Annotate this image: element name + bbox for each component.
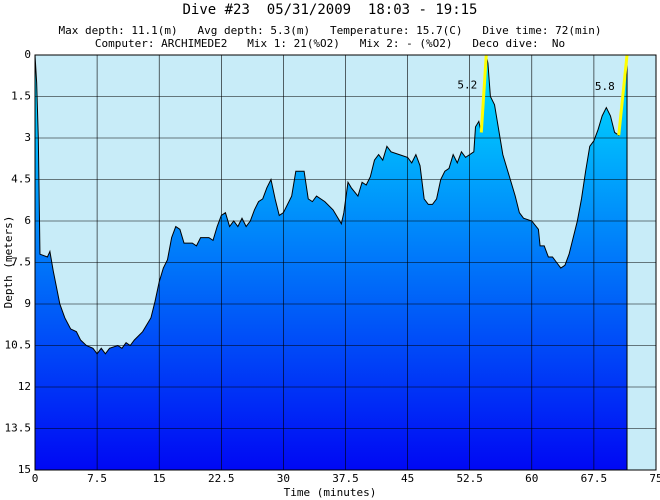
x-tick-label: 37.5 [332, 472, 359, 485]
x-tick-label: 15 [153, 472, 166, 485]
chart-title: Dive #23 05/31/2009 18:03 - 19:15 [182, 2, 477, 18]
ascent-warning [479, 54, 488, 133]
x-tick-label: 0 [32, 472, 39, 485]
y-tick-label: 12 [18, 380, 31, 393]
subtitle: Computer: ARCHIMEDE2 Mix 1: 21(%O2) Mix … [95, 37, 565, 50]
y-tick-label: 3 [24, 131, 31, 144]
x-axis-label: Time (minutes) [284, 486, 377, 499]
ascent-warning [617, 54, 629, 136]
x-tick-label: 67.5 [581, 472, 608, 485]
x-tick-label: 45 [401, 472, 414, 485]
y-tick-label: 7.5 [11, 256, 31, 269]
subtitle: Max depth: 11.1(m) Avg depth: 5.3(m) Tem… [58, 24, 601, 37]
x-tick-label: 7.5 [87, 472, 107, 485]
y-tick-label: 15 [18, 463, 31, 476]
x-tick-label: 30 [277, 472, 290, 485]
y-axis-label: Depth (meters) [2, 216, 15, 309]
x-tick-label: 75 [649, 472, 660, 485]
annotation-label: 5.8 [595, 80, 615, 93]
x-tick-label: 22.5 [208, 472, 235, 485]
y-tick-label: 4.5 [11, 173, 31, 186]
plot-border [34, 54, 657, 471]
x-tick-label: 60 [525, 472, 538, 485]
y-tick-label: 0 [24, 48, 31, 61]
y-tick-label: 13.5 [5, 422, 32, 435]
annotation-label: 5.2 [457, 79, 477, 92]
y-tick-label: 6 [24, 214, 31, 227]
y-tick-label: 9 [24, 297, 31, 310]
x-tick-label: 52.5 [456, 472, 483, 485]
y-tick-label: 1.5 [11, 90, 31, 103]
y-tick-label: 10.5 [5, 339, 32, 352]
